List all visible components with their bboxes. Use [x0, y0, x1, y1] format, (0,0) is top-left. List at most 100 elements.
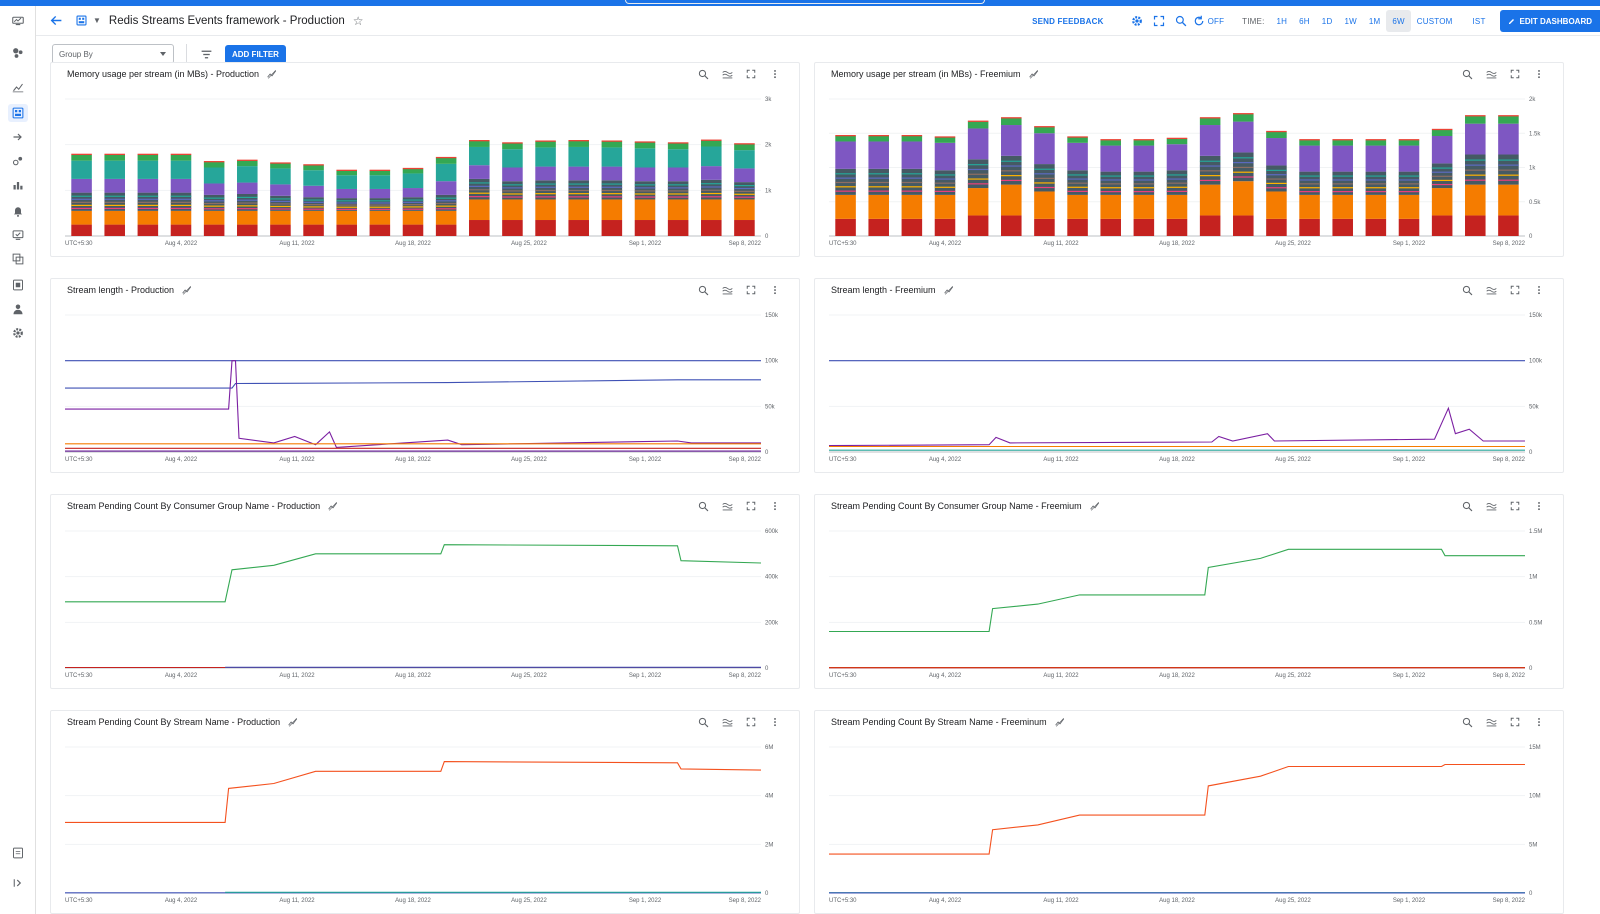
bar-segment[interactable]: [1498, 154, 1519, 185]
bar-segment[interactable]: [1100, 194, 1121, 219]
bar-segment[interactable]: [104, 154, 125, 161]
more-options-icon[interactable]: [763, 282, 787, 298]
bar-segment[interactable]: [1199, 125, 1221, 156]
settings-gear-icon[interactable]: [8, 324, 28, 342]
bar-segment[interactable]: [369, 224, 391, 236]
bar-segment[interactable]: [1431, 215, 1453, 236]
bar-segment[interactable]: [435, 157, 457, 164]
bar-segment[interactable]: [1365, 145, 1387, 172]
bar-segment[interactable]: [634, 167, 656, 182]
bar-segment[interactable]: [667, 143, 689, 150]
bar-segment[interactable]: [1001, 125, 1022, 156]
bar-segment[interactable]: [1067, 137, 1088, 143]
bar-segment[interactable]: [137, 224, 159, 236]
bar-segment[interactable]: [435, 181, 457, 195]
legend-toggle-icon[interactable]: [1479, 282, 1503, 298]
bar-segment[interactable]: [901, 194, 923, 219]
chart-plot[interactable]: 2k 1.5k 1k 0.5k 0 UTC+5:30 Aug 4, 2022 Aug 11, …: [815, 89, 1563, 256]
time-range-custom[interactable]: CUSTOM: [1416, 16, 1453, 26]
bar-segment[interactable]: [868, 168, 889, 195]
bar-segment[interactable]: [502, 220, 523, 236]
bar-segment[interactable]: [535, 220, 556, 236]
explore-chart-icon[interactable]: [1054, 717, 1065, 727]
bar-segment[interactable]: [203, 183, 225, 195]
bar-segment[interactable]: [203, 162, 225, 168]
bar-segment[interactable]: [934, 137, 956, 143]
bar-segment[interactable]: [71, 154, 92, 161]
bar-segment[interactable]: [667, 199, 689, 221]
bar-segment[interactable]: [1299, 140, 1320, 146]
bar-segment[interactable]: [1465, 116, 1486, 124]
bar-segment[interactable]: [270, 210, 291, 225]
bar-segment[interactable]: [1299, 145, 1320, 172]
bar-segment[interactable]: [868, 135, 889, 142]
bar-segment[interactable]: [1133, 194, 1155, 219]
bar-segment[interactable]: [270, 184, 291, 196]
bar-segment[interactable]: [901, 168, 923, 195]
fullscreen-icon[interactable]: [1148, 10, 1170, 32]
bar-segment[interactable]: [868, 194, 889, 219]
fullscreen-icon[interactable]: [1503, 498, 1527, 514]
bar-segment[interactable]: [868, 141, 889, 169]
bar-segment[interactable]: [667, 149, 689, 168]
expand-nav-icon[interactable]: [8, 874, 28, 892]
bar-segment[interactable]: [967, 121, 989, 129]
add-filter-button[interactable]: ADD FILTER: [225, 44, 286, 64]
bar-segment[interactable]: [336, 210, 357, 225]
bar-segment[interactable]: [71, 178, 92, 193]
bar-segment[interactable]: [535, 166, 556, 181]
bar-segment[interactable]: [270, 168, 291, 185]
bar-segment[interactable]: [835, 194, 856, 219]
bar-segment[interactable]: [701, 146, 722, 167]
bar-segment[interactable]: [237, 182, 258, 194]
bar-segment[interactable]: [1332, 145, 1353, 172]
bar-segment[interactable]: [1166, 138, 1188, 145]
chart-plot[interactable]: 15M 10M 5M 0 UTC+5:30 Aug 4, 2022 Aug 11, 2022…: [815, 737, 1563, 913]
series-line[interactable]: [65, 360, 761, 448]
explore-chart-icon[interactable]: [182, 285, 192, 295]
bar-segment[interactable]: [104, 210, 125, 225]
bar-segment[interactable]: [601, 166, 623, 181]
bar-segment[interactable]: [568, 220, 589, 236]
bar-segment[interactable]: [934, 194, 956, 219]
bar-segment[interactable]: [137, 160, 159, 179]
bar-segment[interactable]: [502, 199, 523, 221]
bar-segment[interactable]: [1332, 218, 1353, 236]
slo-icon[interactable]: [8, 152, 28, 170]
zoom-icon[interactable]: [1455, 498, 1479, 514]
bar-segment[interactable]: [734, 168, 755, 183]
bar-segment[interactable]: [1166, 144, 1188, 171]
bar-segment[interactable]: [568, 166, 589, 181]
bar-segment[interactable]: [601, 141, 623, 148]
more-options-icon[interactable]: [763, 498, 787, 514]
legend-toggle-icon[interactable]: [715, 282, 739, 298]
zoom-icon[interactable]: [1455, 282, 1479, 298]
bar-segment[interactable]: [402, 188, 424, 198]
explore-chart-icon[interactable]: [267, 69, 277, 79]
bar-chart-icon[interactable]: [8, 176, 28, 194]
bar-segment[interactable]: [104, 160, 125, 179]
bar-segment[interactable]: [1465, 215, 1486, 236]
bar-segment[interactable]: [1067, 194, 1088, 219]
bar-segment[interactable]: [502, 149, 523, 168]
edit-dashboard-button[interactable]: EDIT DASHBOARD: [1499, 10, 1600, 32]
auto-refresh-toggle[interactable]: OFF: [1207, 16, 1225, 26]
bar-segment[interactable]: [237, 166, 258, 183]
bar-segment[interactable]: [1498, 215, 1519, 236]
bar-segment[interactable]: [1233, 114, 1254, 122]
bar-segment[interactable]: [170, 178, 192, 193]
monitoring-logo-icon[interactable]: [8, 12, 28, 30]
bar-segment[interactable]: [634, 199, 656, 221]
bar-segment[interactable]: [469, 220, 490, 236]
alerting-bell-icon[interactable]: [8, 202, 28, 220]
release-notes-icon[interactable]: [8, 844, 28, 862]
bar-segment[interactable]: [137, 154, 159, 161]
bar-segment[interactable]: [601, 147, 623, 167]
bar-segment[interactable]: [270, 195, 291, 211]
bar-segment[interactable]: [502, 143, 523, 150]
bar-segment[interactable]: [1133, 145, 1155, 172]
bar-segment[interactable]: [137, 210, 159, 225]
chart-plot[interactable]: 600k 400k 200k 0 UTC+5:30 Aug 4, 2022 Aug 11, …: [51, 521, 799, 688]
bar-segment[interactable]: [469, 165, 490, 179]
bar-segment[interactable]: [1199, 118, 1221, 126]
